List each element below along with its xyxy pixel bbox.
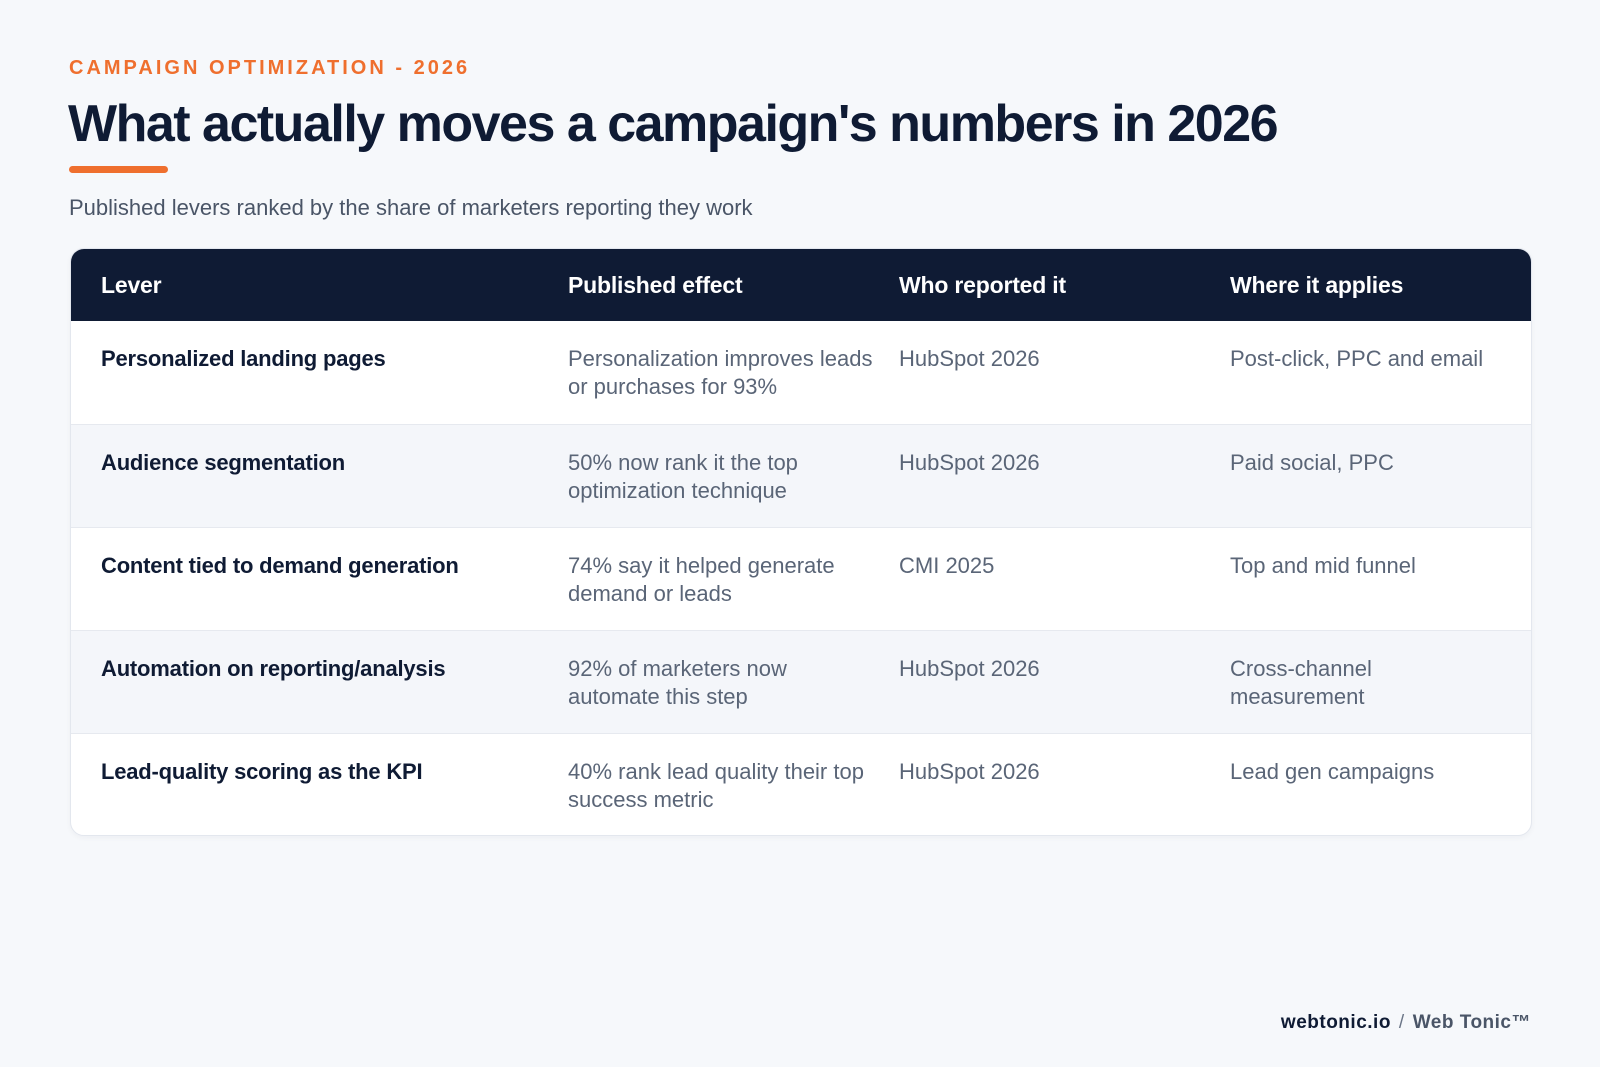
effect-cell: 40% rank lead quality their top success … <box>568 758 864 812</box>
lever-cell: Lead-quality scoring as the KPI <box>101 758 423 784</box>
table-row: Audience segmentation 50% now rank it th… <box>71 424 1531 527</box>
lever-cell: Content tied to demand generation <box>101 552 459 578</box>
source-cell: HubSpot 2026 <box>899 655 1040 681</box>
applies-cell: Post-click, PPC and email <box>1230 346 1484 371</box>
applies-cell: Cross-channel measurement <box>1230 655 1372 709</box>
footer-credit: webtonic.io / Web Tonic™ <box>1281 1012 1531 1034</box>
eyebrow-label: CAMPAIGN OPTIMIZATION - 2026 <box>69 57 471 79</box>
table-row: Automation on reporting/analysis 92% of … <box>71 630 1531 733</box>
lever-cell: Personalized landing pages <box>101 346 386 371</box>
effect-cell: 50% now rank it the top optimization tec… <box>568 449 798 503</box>
footer-domain: webtonic.io <box>1280 1012 1391 1033</box>
table-row: Lead-quality scoring as the KPI 40% rank… <box>71 733 1531 835</box>
source-cell: HubSpot 2026 <box>899 758 1040 784</box>
source-cell: CMI 2025 <box>899 552 995 578</box>
applies-cell: Lead gen campaigns <box>1230 758 1435 784</box>
column-header-lever: Lever <box>101 271 162 298</box>
page-subtitle: Published levers ranked by the share of … <box>69 195 753 220</box>
source-cell: HubSpot 2026 <box>899 346 1040 371</box>
page-title: What actually moves a campaign's numbers… <box>68 95 1279 153</box>
lever-cell: Automation on reporting/analysis <box>101 655 446 681</box>
footer-brand: Web Tonic™ <box>1412 1012 1531 1033</box>
source-cell: HubSpot 2026 <box>899 449 1040 475</box>
effect-cell: Personalization improves leads or purcha… <box>568 346 873 399</box>
applies-cell: Top and mid funnel <box>1230 552 1416 578</box>
lever-cell: Audience segmentation <box>101 449 345 475</box>
table-row: Personalized landing pages Personalizati… <box>71 321 1531 424</box>
title-accent-bar <box>69 166 168 173</box>
effect-cell: 74% say it helped generate demand or lea… <box>568 552 835 606</box>
table-body: Personalized landing pages Personalizati… <box>71 321 1531 835</box>
applies-cell: Paid social, PPC <box>1230 449 1394 475</box>
effect-cell: 92% of marketers now automate this step <box>568 655 787 709</box>
column-header-source: Who reported it <box>899 271 1066 298</box>
table-header: Lever Published effect Who reported it W… <box>71 249 1531 321</box>
table-header-row: Lever Published effect Who reported it W… <box>71 249 1531 321</box>
footer-separator: / <box>1398 1012 1405 1033</box>
levers-table-card: Lever Published effect Who reported it W… <box>70 248 1532 836</box>
table-row: Content tied to demand generation 74% sa… <box>71 527 1531 630</box>
levers-table: Lever Published effect Who reported it W… <box>71 249 1531 835</box>
column-header-applies: Where it applies <box>1230 271 1404 298</box>
column-header-effect: Published effect <box>568 271 743 298</box>
